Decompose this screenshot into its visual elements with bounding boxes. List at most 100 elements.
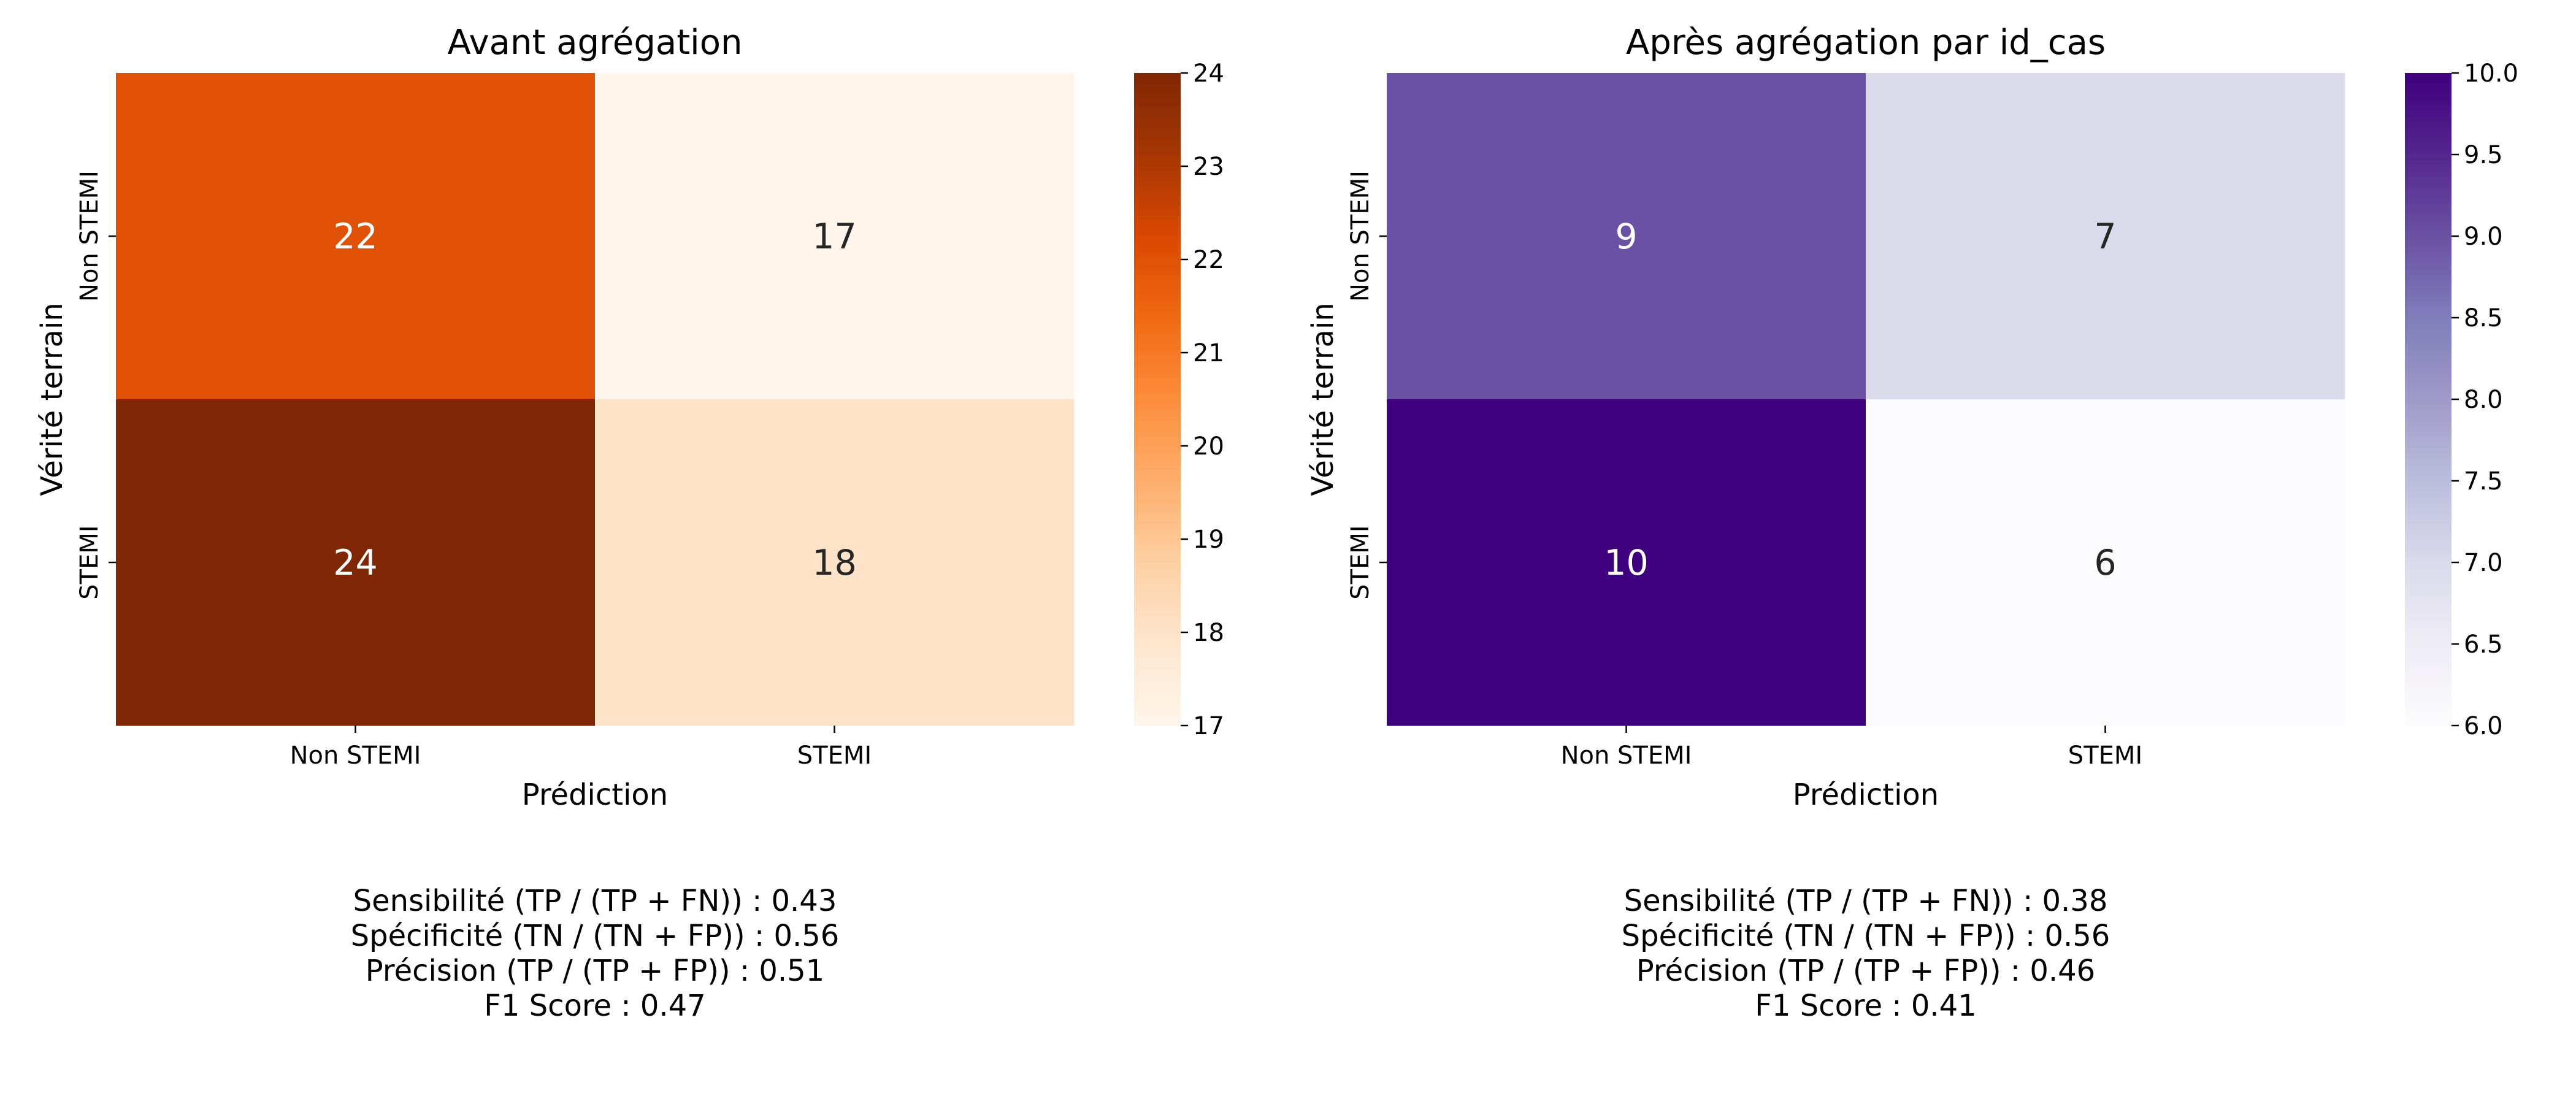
colorbar-segment <box>1134 78 1181 85</box>
colorbar-segment <box>1134 138 1181 144</box>
colorbar-segment <box>1134 307 1181 313</box>
colorbar-segment <box>1134 187 1181 193</box>
colorbar-segment <box>2405 372 2451 378</box>
colorbar-segment <box>1134 540 1181 546</box>
colorbar-segment <box>2405 682 2451 688</box>
heatmap-cell <box>1866 399 2345 726</box>
colorbar-segment <box>2405 519 2451 525</box>
colorbar-segment <box>1134 214 1181 220</box>
colorbar-segment <box>1134 595 1181 601</box>
colorbar-segment <box>2405 345 2451 351</box>
colorbar-segment <box>2405 600 2451 607</box>
colorbar-segment <box>2405 421 2451 427</box>
colorbar-segment <box>1134 394 1181 400</box>
colorbar-segment <box>1134 144 1181 150</box>
colorbar-segment <box>2405 557 2451 563</box>
colorbar-segment <box>2405 502 2451 508</box>
colorbar-segment <box>2405 546 2451 552</box>
colorbar-segment <box>2405 105 2451 112</box>
colorbar-segment <box>1134 356 1181 362</box>
colorbar-tick-label: 6.5 <box>2464 631 2503 659</box>
heatmap-cell <box>1866 73 2345 400</box>
colorbar-segment <box>2405 323 2451 329</box>
heatmap-cell <box>116 399 596 726</box>
metric-line: F1 Score : 0.47 <box>484 989 705 1023</box>
colorbar-segment <box>1134 453 1181 460</box>
colorbar-segment <box>2405 225 2451 231</box>
colorbar-segment <box>2405 627 2451 634</box>
colorbar-segment <box>1134 665 1181 672</box>
colorbar-segment <box>2405 464 2451 470</box>
heatmap-cell <box>116 73 596 400</box>
colorbar-segment <box>2405 698 2451 705</box>
colorbar-segment <box>1134 589 1181 596</box>
colorbar-segment <box>1134 252 1181 259</box>
colorbar-segment <box>1134 312 1181 318</box>
colorbar-segment <box>2405 171 2451 177</box>
colorbar-segment <box>1134 562 1181 569</box>
colorbar-segment <box>2405 312 2451 318</box>
colorbar-segment <box>2405 448 2451 454</box>
colorbar-segment <box>1134 715 1181 721</box>
colorbar-segment <box>2405 214 2451 220</box>
colorbar-segment <box>2405 513 2451 519</box>
colorbar-segment <box>2405 279 2451 286</box>
colorbar-segment <box>1134 197 1181 204</box>
colorbar-segment <box>1134 644 1181 650</box>
colorbar-segment <box>2405 459 2451 465</box>
colorbar-segment <box>2405 203 2451 210</box>
colorbar-segment <box>1134 366 1181 373</box>
heatmap-cell <box>595 399 1075 726</box>
colorbar-segment <box>1134 176 1181 182</box>
metrics-text: Sensibilité (TP / (TP + FN)) : 0.38Spéci… <box>1622 884 2110 1023</box>
colorbar-segment <box>2405 535 2451 542</box>
colorbar-tick-label: 8.0 <box>2464 386 2503 414</box>
colorbar-segment <box>2405 453 2451 460</box>
colorbar-segment <box>2405 677 2451 683</box>
colorbar-segment <box>1134 105 1181 112</box>
colorbar-tick-label: 8.5 <box>2464 304 2503 332</box>
colorbar-segment <box>1134 573 1181 580</box>
colorbar-segment <box>1134 442 1181 449</box>
colorbar-segment <box>2405 508 2451 514</box>
colorbar-segment <box>1134 121 1181 128</box>
colorbar-segment <box>1134 535 1181 542</box>
colorbar-segment <box>2405 116 2451 123</box>
metrics-text: Sensibilité (TP / (TP + FN)) : 0.43Spéci… <box>351 884 840 1023</box>
colorbar-segment <box>2405 584 2451 590</box>
y-tick-label: Non STEMI <box>1346 171 1374 302</box>
colorbar-segment <box>2405 470 2451 476</box>
colorbar-tick-label: 24 <box>1193 59 1224 88</box>
colorbar-tick-label: 9.5 <box>2464 141 2503 169</box>
colorbar-segment <box>2405 692 2451 699</box>
colorbar-segment <box>2405 540 2451 546</box>
colorbar-segment <box>2405 132 2451 139</box>
colorbar-segment <box>2405 296 2451 302</box>
colorbar-segment <box>2405 497 2451 504</box>
colorbar-segment <box>1134 546 1181 552</box>
colorbar-tick-label: 19 <box>1193 526 1224 554</box>
colorbar-segment <box>1134 159 1181 166</box>
heatmap-cell <box>1387 73 1866 400</box>
colorbar-segment <box>2405 578 2451 585</box>
colorbar-segment <box>2405 258 2451 264</box>
colorbar-segment <box>2405 334 2451 340</box>
colorbar-segment <box>2405 328 2451 335</box>
colorbar-segment <box>2405 73 2451 79</box>
heatmap-cell <box>1387 399 1866 726</box>
cell-value-label: 18 <box>812 543 857 583</box>
colorbar-segment <box>1134 709 1181 715</box>
colorbar-segment <box>1134 149 1181 155</box>
colorbar-segment <box>2405 394 2451 400</box>
colorbar-segment <box>2405 426 2451 432</box>
colorbar-segment <box>2405 350 2451 356</box>
colorbar-tick-label: 7.5 <box>2464 467 2503 496</box>
colorbar-segment <box>1134 616 1181 623</box>
colorbar-segment <box>1134 274 1181 280</box>
colorbar-segment <box>2405 182 2451 188</box>
colorbar-segment <box>1134 361 1181 367</box>
colorbar-segment <box>2405 605 2451 612</box>
colorbar-segment <box>2405 660 2451 667</box>
colorbar-segment <box>1134 677 1181 683</box>
colorbar-segment <box>2405 589 2451 596</box>
